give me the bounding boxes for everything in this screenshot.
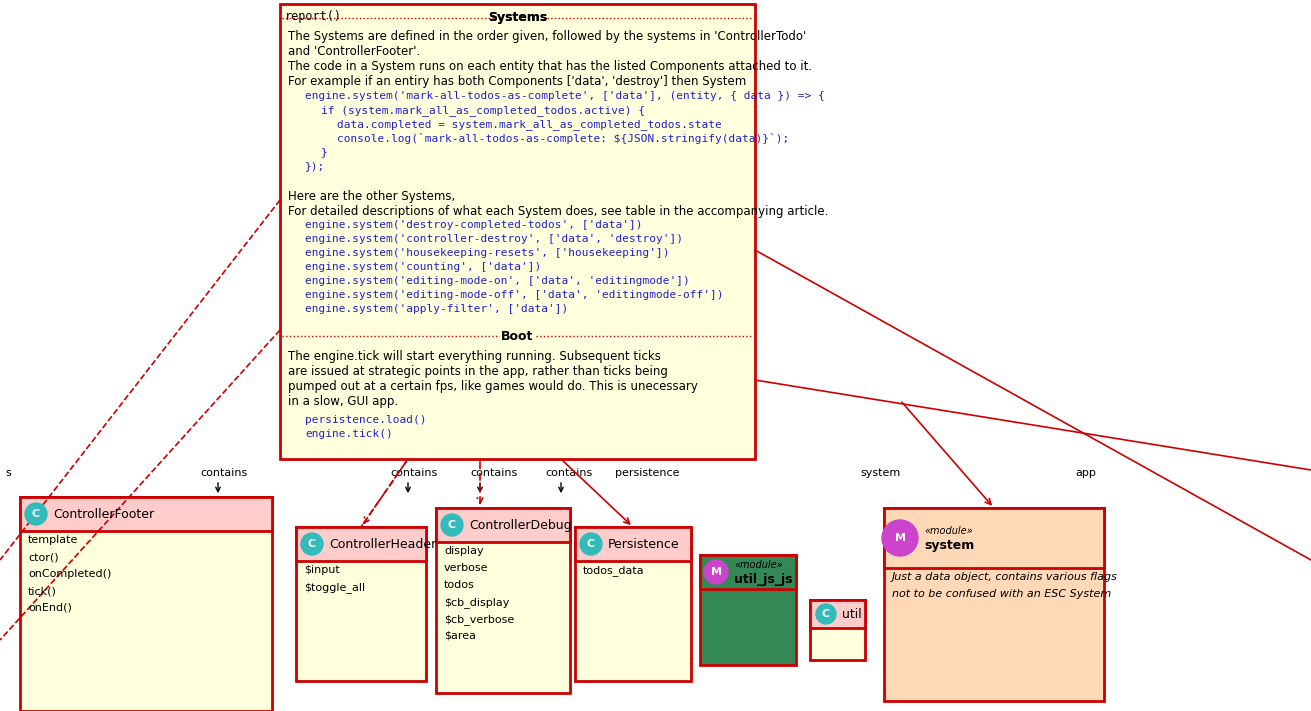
Text: The code in a System runs on each entity that has the listed Components attached: The code in a System runs on each entity… [288,60,812,88]
Bar [810,600,865,660]
Circle shape [302,533,323,555]
Text: engine.system('controller-destroy', ['data', 'destroy']): engine.system('controller-destroy', ['da… [305,234,683,244]
Bar [296,527,426,681]
Circle shape [25,503,47,525]
Circle shape [704,560,728,584]
Bar [499,329,535,343]
Text: $input: $input [304,565,340,575]
Text: system: system [860,468,901,478]
Text: $cb_verbose: $cb_verbose [444,614,514,625]
Text: tick(): tick() [28,586,56,596]
Text: Systems: Systems [488,11,547,24]
Text: Boot: Boot [501,329,534,343]
Text: engine.system('destroy-completed-todos', ['data']): engine.system('destroy-completed-todos',… [305,220,642,230]
Text: «module»: «module» [924,526,973,536]
Text: contains: contains [471,468,518,478]
Bar [700,555,796,665]
Text: s: s [5,468,10,478]
Text: data.completed = system.mark_all_as_completed_todos.state: data.completed = system.mark_all_as_comp… [337,119,722,130]
Bar [437,508,570,693]
Text: persistence.load(): persistence.load() [305,415,426,425]
Circle shape [579,533,602,555]
Text: C: C [822,609,830,619]
Text: ControllerDebug: ControllerDebug [469,518,572,532]
Text: ControllerHeader: ControllerHeader [329,538,437,550]
Bar [493,11,541,25]
Bar [810,600,865,628]
Text: C: C [308,539,316,549]
Text: engine.system('housekeeping-resets', ['housekeeping']): engine.system('housekeeping-resets', ['h… [305,248,670,258]
Text: contains: contains [389,468,438,478]
Circle shape [815,604,836,624]
Text: ctor(): ctor() [28,552,59,562]
Text: ControllerFooter: ControllerFooter [52,508,155,520]
Text: template: template [28,535,79,545]
Text: util: util [842,607,861,621]
Text: if (system.mark_all_as_completed_todos.active) {: if (system.mark_all_as_completed_todos.a… [321,105,645,116]
Text: $toggle_all: $toggle_all [304,582,366,593]
Text: engine.tick(): engine.tick() [305,429,393,439]
Text: Persistence: Persistence [608,538,679,550]
Text: system: system [924,538,974,552]
Text: C: C [31,509,41,519]
Text: engine.system('editing-mode-on', ['data', 'editingmode']): engine.system('editing-mode-on', ['data'… [305,276,690,286]
Bar [884,508,1104,568]
Text: verbose: verbose [444,563,489,573]
Text: report(): report() [284,10,342,23]
Text: console.log(`mark-all-todos-as-complete: ${JSON.stringify(data)}`);: console.log(`mark-all-todos-as-complete:… [337,133,789,144]
Text: The engine.tick will start everything running. Subsequent ticks
are issued at st: The engine.tick will start everything ru… [288,350,697,408]
Text: engine.system('editing-mode-off', ['data', 'editingmode-off']): engine.system('editing-mode-off', ['data… [305,290,724,300]
Text: display: display [444,546,484,556]
Text: Systems: Systems [488,11,547,24]
Bar [576,527,691,681]
Text: «module»: «module» [734,560,783,570]
Bar [20,497,271,711]
Bar [437,508,570,542]
Text: engine.system('apply-filter', ['data']): engine.system('apply-filter', ['data']) [305,304,568,314]
Text: Here are the other Systems,
For detailed descriptions of what each System does, : Here are the other Systems, For detailed… [288,190,829,218]
Bar [700,555,796,589]
Bar [20,497,271,531]
Text: onEnd(): onEnd() [28,603,72,613]
Text: contains: contains [545,468,593,478]
Bar [884,508,1104,701]
Text: $area: $area [444,631,476,641]
Text: onCompleted(): onCompleted() [28,569,111,579]
Text: Just a data object, contains various flags: Just a data object, contains various fla… [891,572,1118,582]
Text: util_js_js: util_js_js [734,572,793,585]
Text: C: C [448,520,456,530]
Text: app: app [1075,468,1096,478]
Text: C: C [587,539,595,549]
Text: M: M [711,567,721,577]
Text: }: } [321,147,328,157]
Text: contains: contains [201,468,248,478]
Text: todos: todos [444,580,475,590]
Text: engine.system('counting', ['data']): engine.system('counting', ['data']) [305,262,541,272]
Text: The Systems are defined in the order given, followed by the systems in 'Controll: The Systems are defined in the order giv… [288,30,806,58]
Text: $cb_display: $cb_display [444,597,510,608]
Bar [296,527,426,561]
Text: M: M [894,533,906,543]
Text: persistence: persistence [615,468,679,478]
Circle shape [440,514,463,536]
Bar [281,4,755,459]
Circle shape [882,520,918,556]
Bar [576,527,691,561]
Text: engine.system('mark-all-todos-as-complete', ['data'], (entity, { data }) => {: engine.system('mark-all-todos-as-complet… [305,91,825,101]
Text: todos_data: todos_data [583,565,645,576]
Text: not to be confused with an ESC System: not to be confused with an ESC System [891,589,1112,599]
Text: });: }); [305,161,325,171]
